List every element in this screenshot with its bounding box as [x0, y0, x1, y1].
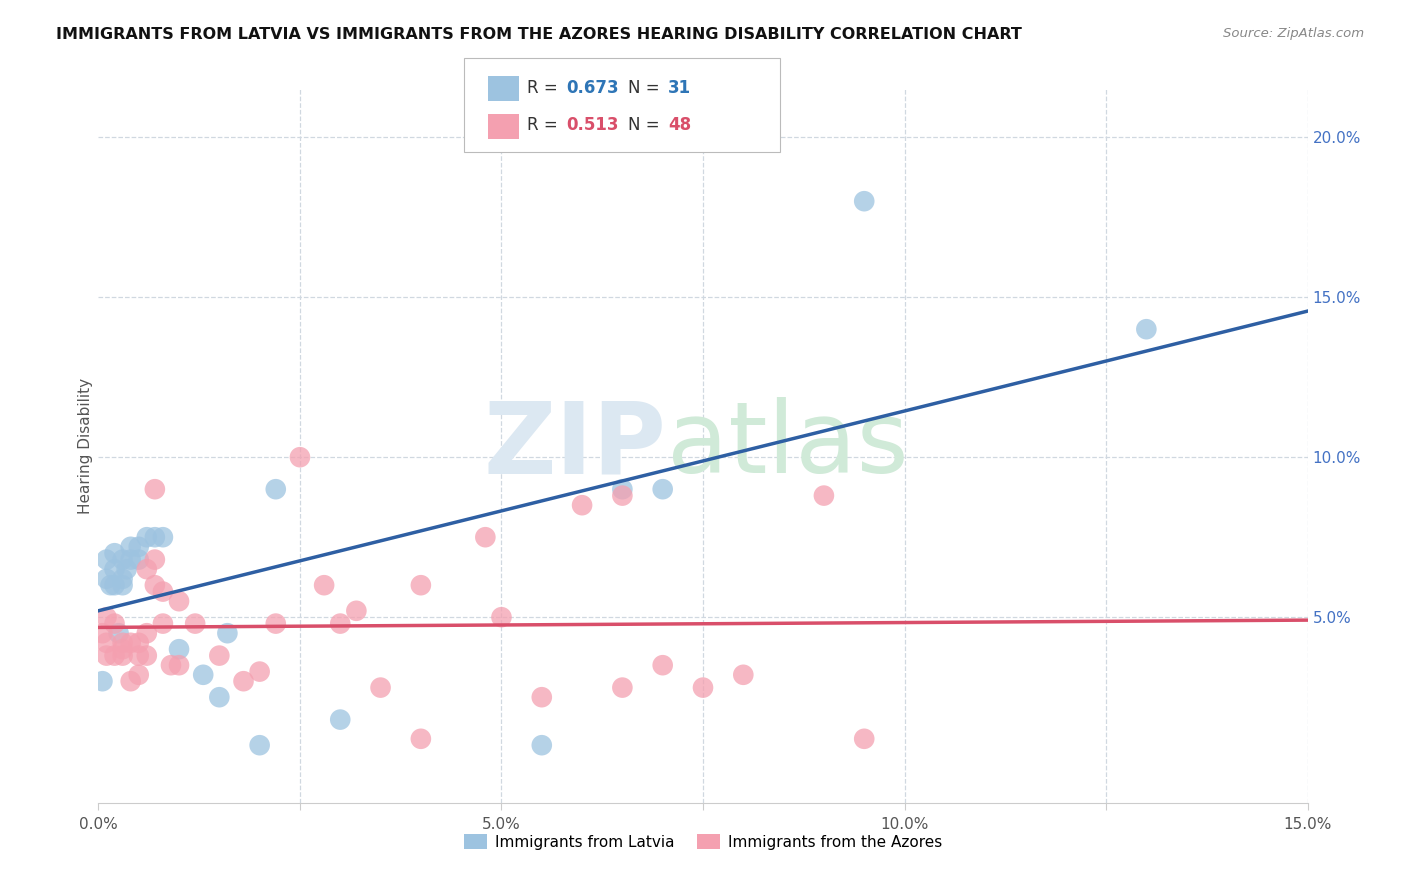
Point — [120, 636, 142, 650]
Y-axis label: Hearing Disability: Hearing Disability — [77, 378, 93, 514]
Point — [135, 648, 157, 663]
Point — [612, 681, 634, 695]
Point — [474, 530, 496, 544]
Point — [143, 530, 166, 544]
Point — [692, 681, 714, 695]
Point — [128, 668, 150, 682]
Text: R =: R = — [527, 78, 564, 97]
Point — [143, 578, 166, 592]
Text: 31: 31 — [668, 78, 690, 97]
Point — [135, 562, 157, 576]
Point — [143, 482, 166, 496]
Point — [167, 642, 190, 657]
Point — [103, 578, 125, 592]
Point — [264, 482, 287, 496]
Point — [103, 562, 125, 576]
Point — [733, 668, 755, 682]
Point — [184, 616, 207, 631]
Point — [111, 636, 134, 650]
Point — [96, 610, 118, 624]
Point — [344, 604, 367, 618]
Point — [152, 530, 174, 544]
Point — [208, 648, 231, 663]
Point — [107, 626, 129, 640]
Point — [249, 665, 271, 679]
Point — [651, 482, 673, 496]
Point — [208, 690, 231, 705]
Text: Source: ZipAtlas.com: Source: ZipAtlas.com — [1223, 27, 1364, 40]
Legend: Immigrants from Latvia, Immigrants from the Azores: Immigrants from Latvia, Immigrants from … — [458, 828, 948, 855]
Point — [1135, 322, 1157, 336]
Point — [813, 489, 835, 503]
Point — [128, 636, 150, 650]
Text: N =: N = — [628, 78, 665, 97]
Point — [232, 674, 254, 689]
Point — [329, 713, 352, 727]
Text: ZIP: ZIP — [484, 398, 666, 494]
Point — [167, 658, 190, 673]
Point — [152, 584, 174, 599]
Point — [160, 658, 183, 673]
Point — [91, 626, 114, 640]
Point — [111, 578, 134, 592]
Point — [111, 572, 134, 586]
Point — [120, 674, 142, 689]
Point — [128, 552, 150, 566]
Text: 48: 48 — [668, 116, 690, 134]
Point — [96, 552, 118, 566]
Text: 0.513: 0.513 — [567, 116, 619, 134]
Text: IMMIGRANTS FROM LATVIA VS IMMIGRANTS FROM THE AZORES HEARING DISABILITY CORRELAT: IMMIGRANTS FROM LATVIA VS IMMIGRANTS FRO… — [56, 27, 1022, 42]
Point — [111, 552, 134, 566]
Text: 0.673: 0.673 — [567, 78, 619, 97]
Point — [370, 681, 392, 695]
Point — [103, 546, 125, 560]
Point — [651, 658, 673, 673]
Text: atlas: atlas — [666, 398, 908, 494]
Point — [409, 731, 432, 746]
Point — [288, 450, 311, 465]
Point — [409, 578, 432, 592]
Point — [128, 540, 150, 554]
Point — [612, 482, 634, 496]
Point — [91, 674, 114, 689]
Point — [103, 616, 125, 631]
Point — [128, 648, 150, 663]
Point — [111, 642, 134, 657]
Point — [314, 578, 336, 592]
Point — [111, 648, 134, 663]
Point — [853, 194, 876, 209]
Point — [96, 636, 118, 650]
Point — [329, 616, 352, 631]
Text: N =: N = — [628, 116, 665, 134]
Point — [853, 731, 876, 746]
Point — [135, 626, 157, 640]
Text: R =: R = — [527, 116, 564, 134]
Point — [96, 572, 118, 586]
Point — [217, 626, 239, 640]
Point — [571, 498, 593, 512]
Point — [264, 616, 287, 631]
Point — [530, 690, 553, 705]
Point — [143, 552, 166, 566]
Point — [612, 489, 634, 503]
Point — [167, 594, 190, 608]
Point — [152, 616, 174, 631]
Point — [491, 610, 513, 624]
Point — [100, 578, 122, 592]
Point — [193, 668, 215, 682]
Point — [96, 648, 118, 663]
Point — [120, 540, 142, 554]
Point — [135, 530, 157, 544]
Point — [530, 738, 553, 752]
Point — [103, 648, 125, 663]
Point — [115, 562, 138, 576]
Point — [249, 738, 271, 752]
Point — [120, 552, 142, 566]
